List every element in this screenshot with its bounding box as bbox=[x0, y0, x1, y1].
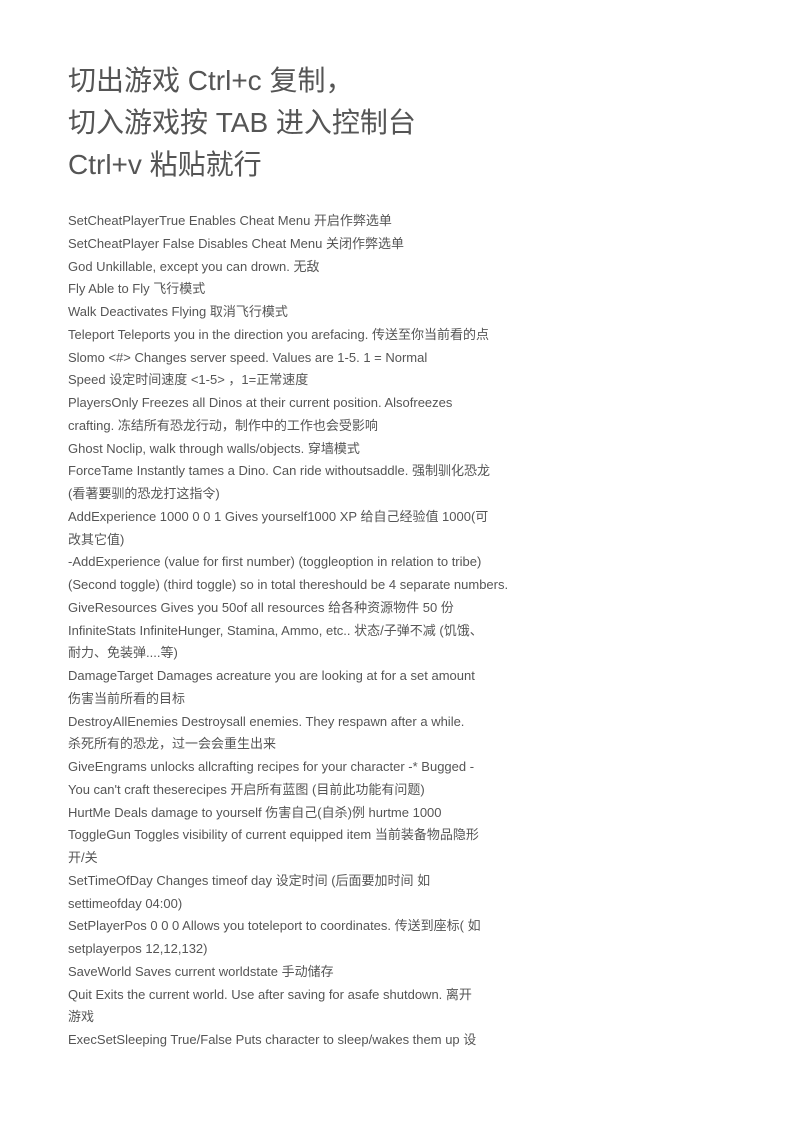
heading-line-2: 切入游戏按 TAB 进入控制台 bbox=[68, 102, 732, 144]
command-line: settimeofday 04:00) bbox=[68, 893, 732, 916]
command-line: SetCheatPlayer False Disables Cheat Menu… bbox=[68, 233, 732, 256]
command-line: AddExperience 1000 0 0 1 Gives yourself1… bbox=[68, 506, 732, 529]
heading-line-1: 切出游戏 Ctrl+c 复制， bbox=[68, 60, 732, 102]
command-line: God Unkillable, except you can drown. 无敌 bbox=[68, 256, 732, 279]
instruction-heading: 切出游戏 Ctrl+c 复制， 切入游戏按 TAB 进入控制台 Ctrl+v 粘… bbox=[68, 60, 732, 186]
command-line: -AddExperience (value for first number) … bbox=[68, 551, 732, 574]
command-line: 游戏 bbox=[68, 1006, 732, 1029]
command-line: crafting. 冻结所有恐龙行动，制作中的工作也会受影响 bbox=[68, 415, 732, 438]
command-line: SetCheatPlayerTrue Enables Cheat Menu 开启… bbox=[68, 210, 732, 233]
command-line: GiveResources Gives you 50of all resourc… bbox=[68, 597, 732, 620]
command-line: Walk Deactivates Flying 取消飞行模式 bbox=[68, 301, 732, 324]
heading-line-3: Ctrl+v 粘贴就行 bbox=[68, 144, 732, 186]
command-line: ForceTame Instantly tames a Dino. Can ri… bbox=[68, 460, 732, 483]
command-line: setplayerpos 12,12,132) bbox=[68, 938, 732, 961]
command-line: 开/关 bbox=[68, 847, 732, 870]
command-line: Slomo <#> Changes server speed. Values a… bbox=[68, 347, 732, 370]
commands-content: SetCheatPlayerTrue Enables Cheat Menu 开启… bbox=[68, 210, 732, 1052]
command-line: Fly Able to Fly 飞行模式 bbox=[68, 278, 732, 301]
command-line: Ghost Noclip, walk through walls/objects… bbox=[68, 438, 732, 461]
command-line: DamageTarget Damages acreature you are l… bbox=[68, 665, 732, 688]
command-line: SaveWorld Saves current worldstate 手动储存 bbox=[68, 961, 732, 984]
command-line: ExecSetSleeping True/False Puts characte… bbox=[68, 1029, 732, 1052]
command-line: ToggleGun Toggles visibility of current … bbox=[68, 824, 732, 847]
command-line: 改其它值) bbox=[68, 529, 732, 552]
command-line: (看著要驯的恐龙打这指令) bbox=[68, 483, 732, 506]
command-line: Teleport Teleports you in the direction … bbox=[68, 324, 732, 347]
command-line: GiveEngrams unlocks allcrafting recipes … bbox=[68, 756, 732, 779]
command-line: 耐力、免装弹....等) bbox=[68, 642, 732, 665]
command-line: SetTimeOfDay Changes timeof day 设定时间 (后面… bbox=[68, 870, 732, 893]
command-line: Quit Exits the current world. Use after … bbox=[68, 984, 732, 1007]
command-line: PlayersOnly Freezes all Dinos at their c… bbox=[68, 392, 732, 415]
command-line: 伤害当前所看的目标 bbox=[68, 688, 732, 711]
command-line: SetPlayerPos 0 0 0 Allows you toteleport… bbox=[68, 915, 732, 938]
command-line: (Second toggle) (third toggle) so in tot… bbox=[68, 574, 732, 597]
command-line: 杀死所有的恐龙，过一会会重生出来 bbox=[68, 733, 732, 756]
command-line: You can't craft theserecipes 开启所有蓝图 (目前此… bbox=[68, 779, 732, 802]
command-line: HurtMe Deals damage to yourself 伤害自己(自杀)… bbox=[68, 802, 732, 825]
command-line: InfiniteStats InfiniteHunger, Stamina, A… bbox=[68, 620, 732, 643]
command-line: DestroyAllEnemies Destroysall enemies. T… bbox=[68, 711, 732, 734]
command-line: Speed 设定时间速度 <1-5> ，1=正常速度 bbox=[68, 369, 732, 392]
